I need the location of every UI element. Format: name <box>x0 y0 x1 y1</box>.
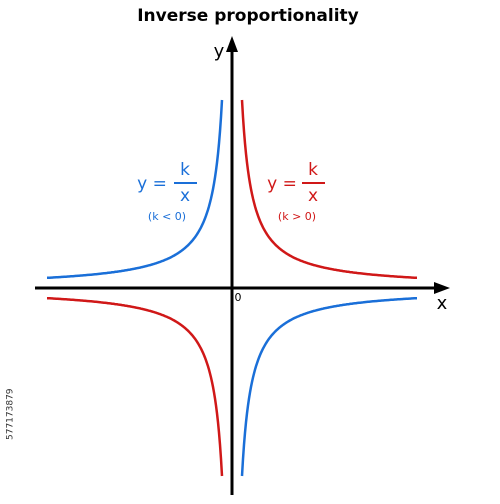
formula-condition: (k > 0) <box>278 210 316 223</box>
hyperbola-branch <box>47 296 224 477</box>
formula-numerator: k <box>180 160 190 180</box>
hyperbola-branch <box>240 296 417 477</box>
formula-negative: y = k x (k < 0) <box>137 160 197 223</box>
hyperbola-branch <box>47 99 224 280</box>
hyperbola-branch <box>240 99 417 280</box>
formula-denominator: x <box>180 186 190 206</box>
watermark-id: 577173879 <box>6 388 16 440</box>
formula-denominator: x <box>308 186 318 206</box>
title: Inverse proportionality <box>137 6 359 26</box>
y-axis-label: y <box>214 41 225 62</box>
formula-condition: (k < 0) <box>148 210 186 223</box>
formula-lhs: y = <box>267 174 297 194</box>
formula-lhs: y = <box>137 174 167 194</box>
y-arrow <box>226 36 238 52</box>
x-axis-label: x <box>437 293 448 314</box>
formula-positive: y = k x (k > 0) <box>267 160 325 223</box>
curves <box>47 99 417 477</box>
formula-numerator: k <box>308 160 318 180</box>
x-arrow <box>434 282 450 294</box>
origin-label: 0 <box>235 291 242 304</box>
